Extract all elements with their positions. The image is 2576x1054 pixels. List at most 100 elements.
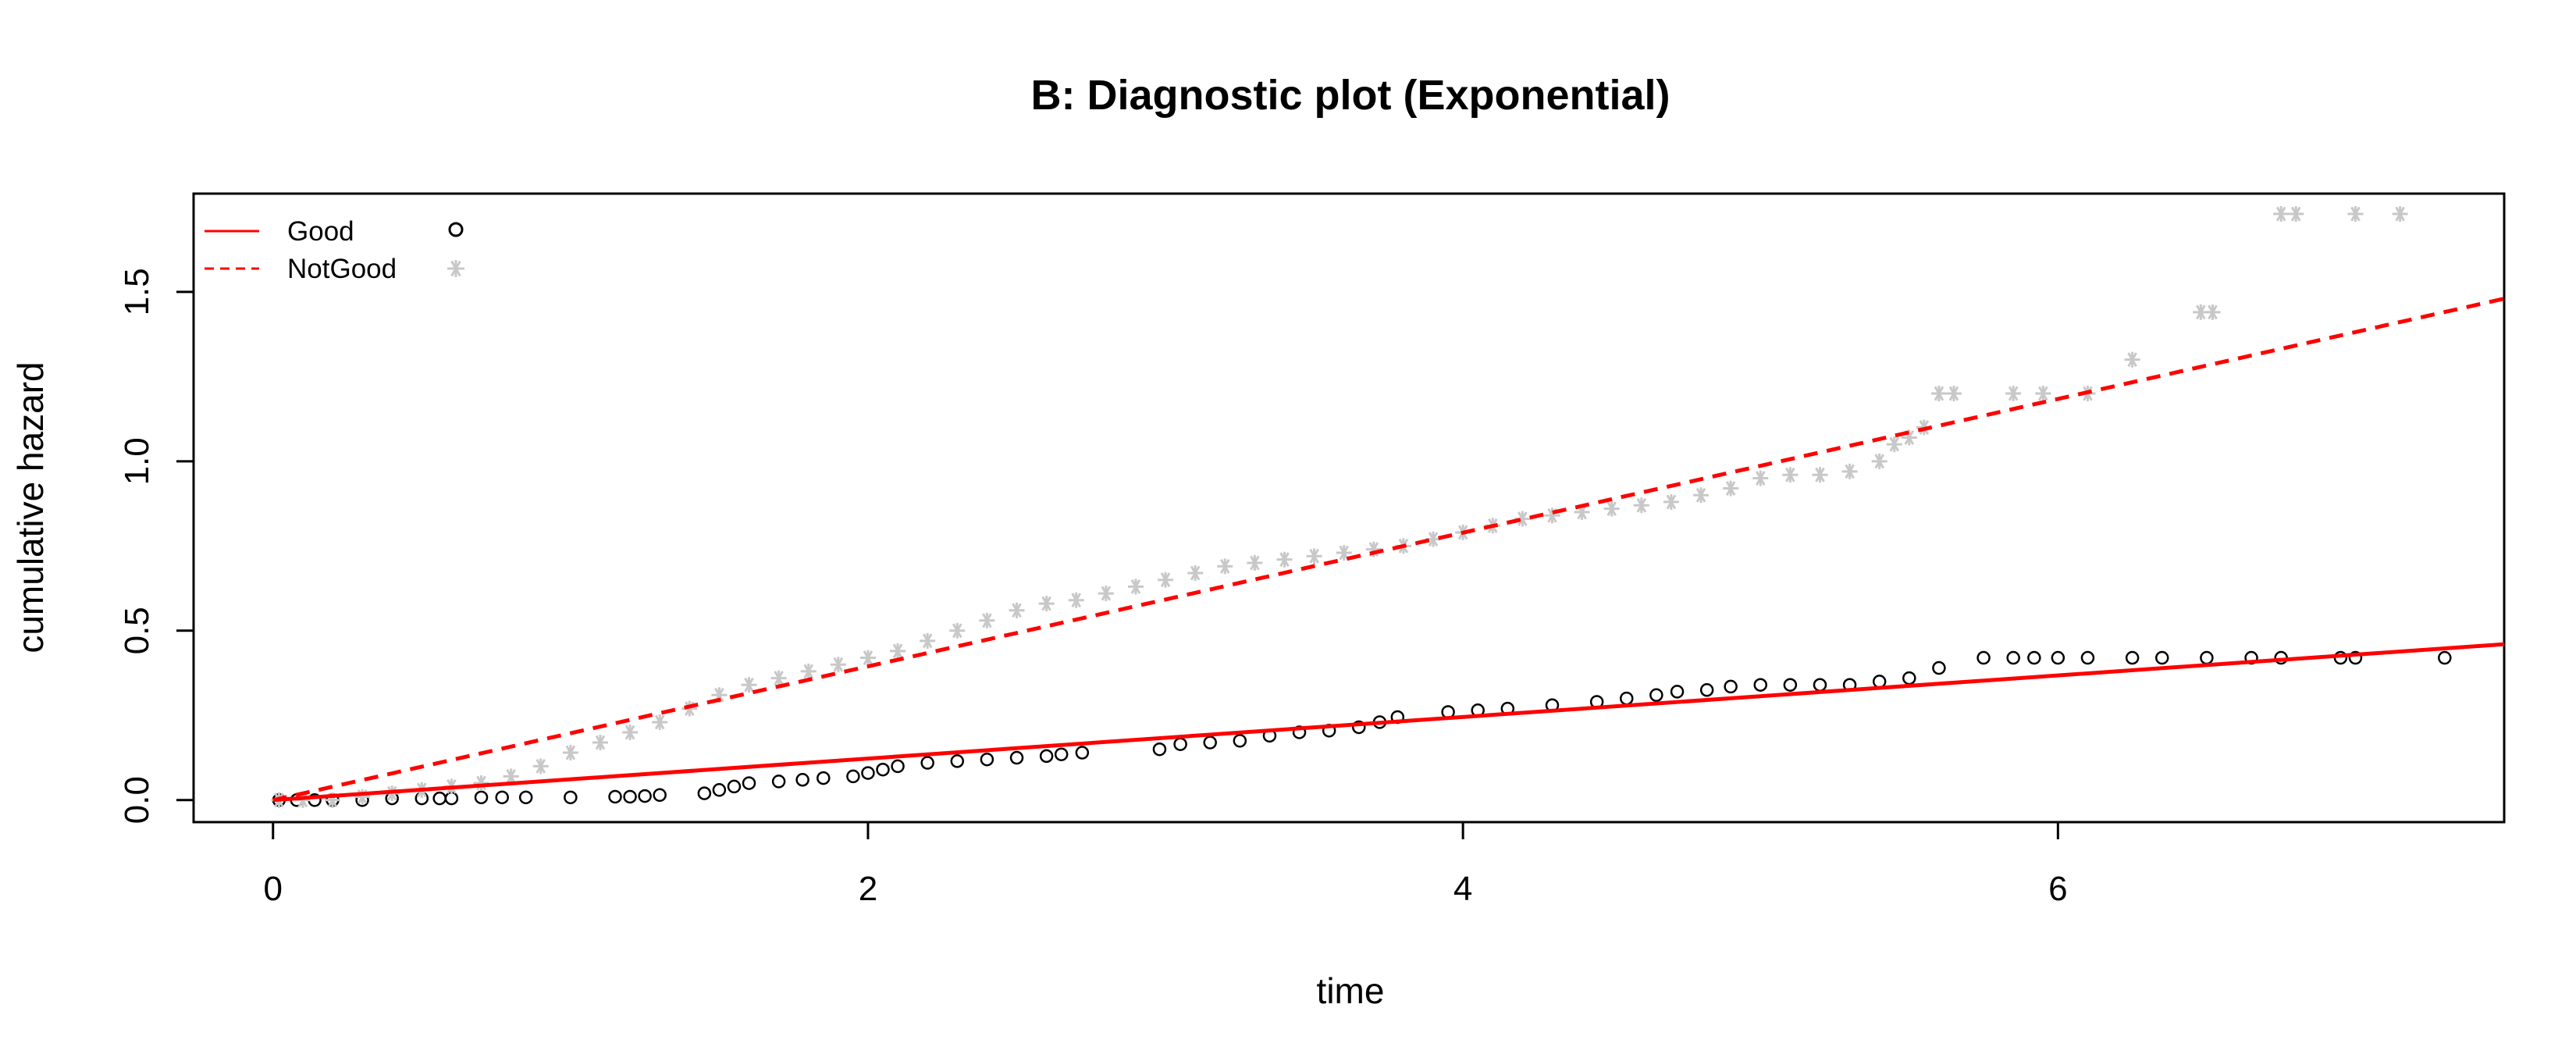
legend-label-good: Good xyxy=(287,216,354,247)
point-good xyxy=(2051,650,2065,665)
legend-star-mark xyxy=(447,260,464,277)
point-good xyxy=(495,790,509,805)
point-good xyxy=(1233,734,1247,748)
point-notgood xyxy=(1633,497,1649,514)
point-notgood xyxy=(1187,565,1204,582)
point-good xyxy=(2125,650,2140,665)
point-good xyxy=(564,790,578,805)
point-notgood xyxy=(1930,386,1947,402)
point-good xyxy=(2154,650,2169,665)
y-tick-label: 1.5 xyxy=(118,268,156,315)
point-good xyxy=(1670,685,1685,699)
point-notgood xyxy=(681,700,698,717)
point-notgood xyxy=(2204,304,2221,320)
point-notgood xyxy=(1693,487,1710,504)
point-good xyxy=(1753,678,1768,692)
point-good xyxy=(876,762,890,777)
point-notgood xyxy=(1782,467,1799,483)
point-good xyxy=(980,752,994,767)
point-notgood xyxy=(2347,206,2364,223)
point-good xyxy=(1173,737,1187,751)
point-notgood xyxy=(1841,463,1858,479)
point-good xyxy=(891,759,905,774)
point-good xyxy=(1872,675,1887,689)
point-notgood xyxy=(2288,206,2304,223)
point-good xyxy=(1783,678,1798,692)
point-notgood xyxy=(949,622,966,639)
point-notgood xyxy=(1276,551,1293,568)
point-good xyxy=(1203,735,1217,750)
x-axis-title: time xyxy=(1317,970,1385,1011)
point-notgood xyxy=(2005,386,2022,402)
point-notgood xyxy=(1723,480,1739,497)
point-notgood xyxy=(1158,572,1174,588)
point-notgood xyxy=(2035,386,2051,402)
point-good xyxy=(653,788,667,803)
point-notgood xyxy=(1514,511,1531,527)
legend: Good NotGood xyxy=(205,216,464,284)
point-good xyxy=(638,789,652,803)
point-good xyxy=(1075,746,1090,760)
point-good xyxy=(623,789,637,804)
legend-symbol-good xyxy=(448,222,464,237)
x-tick-label: 6 xyxy=(2048,870,2067,908)
point-good xyxy=(2006,650,2020,665)
point-good xyxy=(1724,679,1738,694)
point-notgood xyxy=(503,768,519,785)
point-good xyxy=(727,779,742,794)
point-good xyxy=(1902,671,1916,685)
point-notgood xyxy=(2273,206,2290,223)
y-tick-label: 1.0 xyxy=(118,437,156,485)
y-tick-label: 0.5 xyxy=(118,607,156,654)
point-good xyxy=(771,774,786,789)
point-notgood xyxy=(1217,558,1233,575)
point-notgood xyxy=(532,758,549,774)
point-good xyxy=(846,769,860,784)
fit-lines xyxy=(272,297,2505,803)
x-tick-label: 0 xyxy=(264,870,283,908)
y-axis-title: cumulative hazard xyxy=(10,361,51,653)
x-axis: 0 2 4 6 xyxy=(264,821,2068,908)
point-notgood xyxy=(770,670,787,686)
point-good xyxy=(432,791,447,806)
point-good xyxy=(1152,742,1167,757)
point-good xyxy=(795,773,809,787)
point-good xyxy=(518,790,533,805)
y-axis: 0.0 0.5 1.0 1.5 xyxy=(118,268,195,824)
point-notgood xyxy=(1886,436,1902,453)
point-notgood xyxy=(830,657,846,673)
x-tick-label: 4 xyxy=(1453,870,1472,908)
point-good xyxy=(1649,688,1663,703)
point-good xyxy=(697,786,712,800)
point-notgood xyxy=(1945,386,1962,402)
point-good xyxy=(2348,650,2363,665)
point-notgood xyxy=(859,650,876,666)
point-notgood xyxy=(1812,467,1828,483)
point-notgood xyxy=(1752,470,1769,486)
y-tick-label: 0.0 xyxy=(118,776,156,824)
point-good xyxy=(817,771,831,785)
point-notgood xyxy=(2124,351,2140,368)
point-good xyxy=(2438,650,2452,665)
point-notgood xyxy=(592,735,608,751)
point-notgood xyxy=(979,612,995,628)
legend-symbol-notgood xyxy=(447,260,464,277)
point-notgood xyxy=(1306,548,1322,564)
point-notgood xyxy=(1663,493,1679,510)
point-good xyxy=(608,789,622,804)
point-good xyxy=(2027,650,2041,665)
point-good xyxy=(2080,650,2095,665)
point-good xyxy=(1813,678,1827,692)
point-good xyxy=(1039,749,1054,764)
point-good xyxy=(1054,747,1069,761)
point-notgood xyxy=(1247,555,1263,572)
point-good xyxy=(1699,683,1714,697)
point-notgood xyxy=(741,677,757,693)
point-good xyxy=(1009,750,1024,765)
point-notgood xyxy=(1127,579,1144,595)
point-good xyxy=(1352,720,1366,735)
point-notgood xyxy=(920,632,936,649)
point-good xyxy=(950,754,965,768)
fit-line-notgood xyxy=(272,297,2505,803)
